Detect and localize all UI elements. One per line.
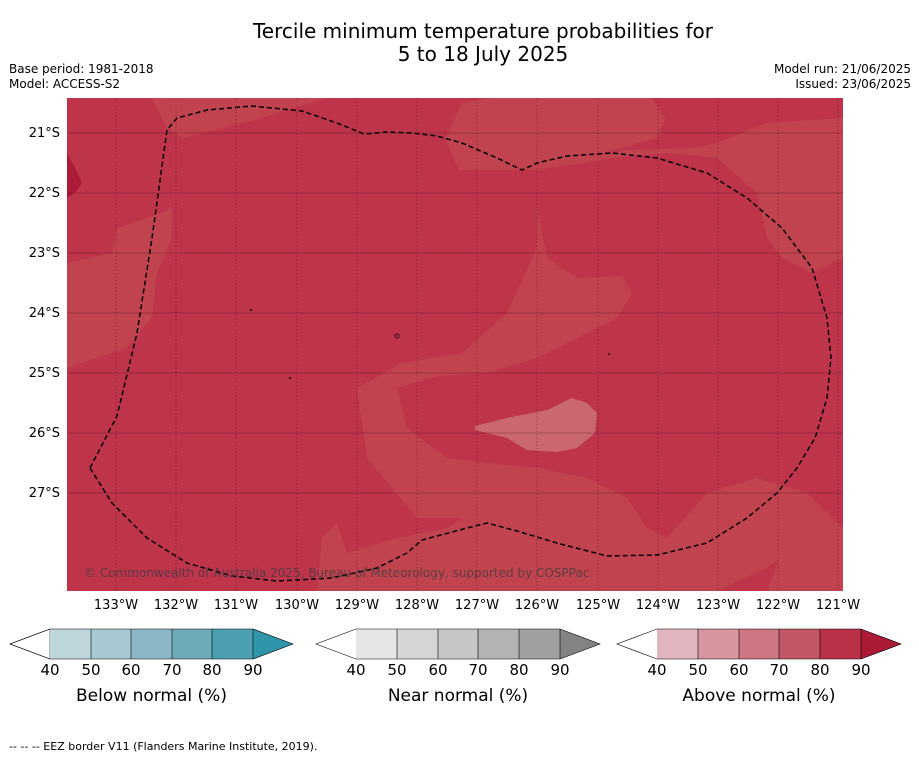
- probability-map: [67, 98, 843, 591]
- below-tick-80: 80: [202, 661, 222, 679]
- near-tick-90: 90: [550, 661, 570, 679]
- lon-label-122: 122°W: [755, 598, 801, 613]
- above-tick-80: 80: [810, 661, 830, 679]
- near-tick-60: 60: [428, 661, 448, 679]
- zone-70-80-main: [317, 118, 843, 591]
- model-name: Model: ACCESS-S2: [9, 77, 121, 91]
- above-underflow: [617, 629, 657, 659]
- below-swatch-80-90: [212, 629, 253, 659]
- above-tick-50: 50: [688, 661, 708, 679]
- lat-label-27: 27°S: [28, 486, 60, 501]
- meta-left: Base period: 1981-2018 Model: ACCESS-S2: [9, 62, 154, 92]
- lon-label-123: 123°W: [695, 598, 741, 613]
- title-line-1: Tercile minimum temperature probabilitie…: [252, 19, 714, 43]
- lon-label-127: 127°W: [454, 598, 500, 613]
- near-tick-70: 70: [468, 661, 488, 679]
- near-swatch-60-70: [438, 629, 478, 659]
- title-line-2: 5 to 18 July 2025: [397, 42, 569, 66]
- below-tick-70: 70: [162, 661, 182, 679]
- lat-label-21: 21°S: [28, 126, 60, 141]
- grid-lines-vertical: [115, 98, 839, 591]
- near-overflow: [560, 629, 600, 659]
- grid-lines: [67, 132, 843, 494]
- lon-label-133: 133°W: [93, 598, 139, 613]
- model-run: Model run: 21/06/2025: [773, 62, 911, 76]
- lon-label-126: 126°W: [514, 598, 560, 613]
- above-swatch-60-70: [739, 629, 779, 659]
- colorbar-above: [616, 628, 902, 660]
- lat-label-25: 25°S: [28, 366, 60, 381]
- colorbar-near: [315, 628, 601, 660]
- lat-label-22: 22°S: [28, 186, 60, 201]
- above-tick-90: 90: [851, 661, 871, 679]
- issued-date: Issued: 23/06/2025: [795, 77, 911, 91]
- map-title: Tercile minimum temperature probabilitie…: [0, 20, 919, 66]
- below-swatch-50-60: [91, 629, 131, 659]
- lon-label-131: 131°W: [213, 598, 259, 613]
- below-swatch-70-80: [172, 629, 212, 659]
- lon-label-130: 130°W: [274, 598, 320, 613]
- below-swatch-60-70: [131, 629, 172, 659]
- lat-label-24: 24°S: [28, 306, 60, 321]
- below-tick-90: 90: [243, 661, 263, 679]
- zone-70-80-west: [67, 208, 172, 368]
- zone-70-80-top: [152, 98, 327, 138]
- colorbars-svg: [9, 628, 902, 660]
- island-a: [250, 309, 252, 311]
- eez-footnote: -- -- -- EEZ border V11 (Flanders Marine…: [9, 740, 318, 753]
- near-swatch-40-50: [356, 629, 397, 659]
- zone-70-80-east: [445, 98, 665, 170]
- near-tick-50: 50: [387, 661, 407, 679]
- eez-border: [89, 105, 832, 582]
- copyright-notice: © Commonwealth of Australia 2025, Bureau…: [84, 566, 590, 580]
- below-tick-50: 50: [81, 661, 101, 679]
- lon-label-132: 132°W: [153, 598, 199, 613]
- near-tick-80: 80: [509, 661, 529, 679]
- above-tick-70: 70: [769, 661, 789, 679]
- zone-90-plus-west: [67, 153, 82, 198]
- island-d: [608, 353, 610, 355]
- above-tick-40: 40: [647, 661, 667, 679]
- above-overflow: [861, 629, 901, 659]
- lat-label-23: 23°S: [28, 246, 60, 261]
- lon-label-129: 129°W: [334, 598, 380, 613]
- near-swatch-50-60: [397, 629, 438, 659]
- lon-label-121: 121°W: [815, 598, 861, 613]
- below-swatch-40-50: [50, 629, 91, 659]
- island-b: [289, 377, 291, 379]
- near-swatch-80-90: [519, 629, 560, 659]
- below-underflow: [9, 628, 51, 660]
- meta-right: Model run: 21/06/2025 Issued: 23/06/2025: [774, 62, 911, 92]
- map-svg: [67, 98, 843, 591]
- lon-label-124: 124°W: [635, 598, 681, 613]
- zone-80-90-patch-east: [757, 383, 789, 432]
- near-tick-40: 40: [346, 661, 366, 679]
- lon-label-125: 125°W: [575, 598, 621, 613]
- below-normal-title: Below normal (%): [76, 686, 227, 706]
- below-overflow: [253, 629, 293, 659]
- island-c: [394, 333, 400, 339]
- zone-60-70: [475, 398, 597, 452]
- near-normal-title: Near normal (%): [387, 686, 529, 706]
- lon-label-128: 128°W: [394, 598, 440, 613]
- above-swatch-70-80: [779, 629, 820, 659]
- colorbar-below: [9, 628, 294, 660]
- above-swatch-40-50: [657, 629, 698, 659]
- above-swatch-50-60: [698, 629, 739, 659]
- below-tick-40: 40: [40, 661, 60, 679]
- below-tick-60: 60: [121, 661, 141, 679]
- above-tick-60: 60: [729, 661, 749, 679]
- near-swatch-70-80: [478, 629, 519, 659]
- near-underflow: [316, 629, 356, 659]
- above-normal-title: Above normal (%): [682, 686, 836, 706]
- base-period: Base period: 1981-2018: [9, 62, 154, 76]
- lat-label-26: 26°S: [28, 426, 60, 441]
- above-swatch-80-90: [820, 629, 861, 659]
